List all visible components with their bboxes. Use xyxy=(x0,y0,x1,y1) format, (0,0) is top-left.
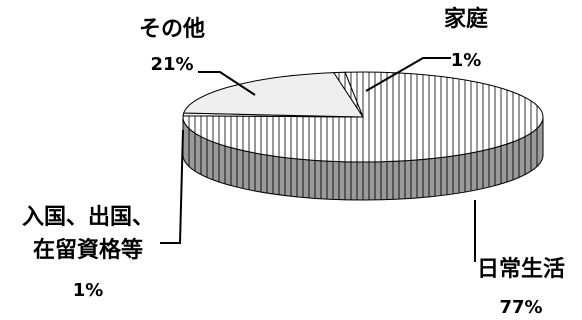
pie-tops xyxy=(182,71,544,163)
slice-label-nyukoku-line1: 入国、出国、 xyxy=(22,205,154,230)
slice-label-nichijo: 日常生活 xyxy=(477,256,565,282)
slice-label-nyukoku-line2: 在留資格等 xyxy=(33,237,143,263)
slice-value-nyukoku: 1% xyxy=(73,280,104,301)
slice-label-katei: 家庭 xyxy=(444,6,488,32)
slice-value-nichijo: 77% xyxy=(499,297,542,318)
leader-sonota xyxy=(198,71,256,96)
leader-katei xyxy=(365,57,451,92)
slice-value-sonota: 21% xyxy=(150,54,193,75)
leader-lines xyxy=(160,57,476,262)
slice-label-sonota: その他 xyxy=(139,17,205,42)
leader-nyukoku xyxy=(160,129,184,244)
slice-top-sonota xyxy=(182,72,364,118)
slice-top-katei xyxy=(332,71,364,118)
slice-value-katei: 1% xyxy=(451,50,482,71)
